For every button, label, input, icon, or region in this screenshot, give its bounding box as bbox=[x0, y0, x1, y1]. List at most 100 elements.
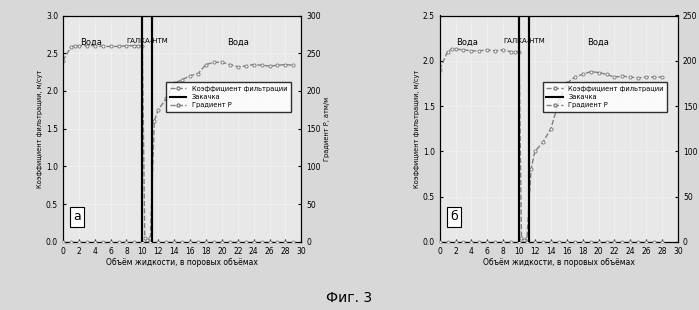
Градиент Р bbox=[210, 240, 218, 244]
Коэффициент фильтрации bbox=[610, 75, 619, 79]
Коэффициент фильтрации bbox=[66, 45, 75, 49]
Text: Вода: Вода bbox=[588, 38, 610, 47]
Коэффициент фильтрации bbox=[257, 64, 266, 67]
Градиент Р bbox=[579, 240, 587, 244]
Закачка bbox=[524, 14, 533, 17]
Y-axis label: Коэффициент фильтрации, м/сут: Коэффициент фильтрации, м/сут bbox=[37, 69, 43, 188]
Коэффициент фильтрации bbox=[82, 44, 91, 47]
Коэффициент фильтрации bbox=[162, 97, 171, 100]
Коэффициент фильтрации bbox=[475, 49, 484, 53]
Коэффициент фильтрации bbox=[531, 149, 539, 153]
Градиент Р bbox=[115, 240, 123, 244]
Градиент Р bbox=[170, 240, 178, 244]
Градиент Р bbox=[194, 240, 202, 244]
Коэффициент фильтрации bbox=[250, 63, 258, 66]
Градиент Р bbox=[273, 240, 282, 244]
Коэффициент фильтрации bbox=[99, 45, 107, 48]
Градиент Р bbox=[66, 240, 75, 244]
Градиент Р bbox=[59, 240, 67, 244]
Градиент Р bbox=[90, 240, 99, 244]
X-axis label: Объём жидкости, в поровых объёмах: Объём жидкости, в поровых объёмах bbox=[106, 259, 258, 268]
Line: Коэффициент фильтрации: Коэффициент фильтрации bbox=[438, 47, 663, 241]
Градиент Р bbox=[634, 240, 642, 244]
Градиент Р bbox=[554, 240, 563, 244]
Градиент Р bbox=[250, 240, 258, 244]
Коэффициент фильтрации bbox=[266, 64, 274, 68]
Закачка bbox=[138, 14, 147, 17]
Line: Коэффициент фильтрации: Коэффициент фильтрации bbox=[62, 44, 295, 242]
Коэффициент фильтрации bbox=[143, 238, 152, 242]
Text: Вода: Вода bbox=[226, 38, 249, 47]
Коэффициент фильтрации bbox=[507, 50, 515, 54]
Закачка bbox=[147, 14, 156, 17]
Коэффициент фильтрации bbox=[134, 44, 143, 47]
Градиент Р bbox=[266, 240, 274, 244]
Коэффициент фильтрации bbox=[443, 50, 452, 54]
Line: Закачка: Закачка bbox=[143, 16, 152, 242]
Градиент Р bbox=[443, 240, 452, 244]
Коэффициент фильтрации bbox=[210, 60, 218, 64]
Градиент Р bbox=[122, 240, 131, 244]
Градиент Р bbox=[563, 240, 571, 244]
Line: Градиент Р: Градиент Р bbox=[438, 240, 663, 243]
Градиент Р bbox=[233, 240, 242, 244]
Градиент Р bbox=[281, 240, 289, 244]
Коэффициент фильтрации bbox=[554, 100, 563, 103]
Градиент Р bbox=[507, 240, 515, 244]
Закачка bbox=[515, 14, 524, 17]
Коэффициент фильтрации bbox=[642, 75, 651, 79]
Градиент Р bbox=[202, 240, 210, 244]
Коэффициент фильтрации bbox=[130, 44, 138, 47]
Коэффициент фильтрации bbox=[194, 72, 202, 75]
Legend: Коэффициент фильтрации, Закачка, Градиент Р: Коэффициент фильтрации, Закачка, Градиен… bbox=[166, 82, 291, 112]
Градиент Р bbox=[515, 240, 524, 244]
Коэффициент фильтрации bbox=[71, 44, 79, 47]
Коэффициент фильтрации bbox=[539, 140, 547, 144]
Коэффициент фильтрации bbox=[281, 63, 289, 66]
Градиент Р bbox=[459, 240, 468, 244]
Y-axis label: Градиент Р, атм/м: Градиент Р, атм/м bbox=[324, 97, 330, 161]
Коэффициент фильтрации bbox=[483, 48, 491, 52]
Коэффициент фильтрации bbox=[626, 75, 635, 79]
Градиент Р bbox=[241, 240, 250, 244]
Градиент Р bbox=[289, 240, 298, 244]
Градиент Р bbox=[531, 240, 539, 244]
Коэффициент фильтрации bbox=[150, 119, 159, 123]
Градиент Р bbox=[475, 240, 484, 244]
Коэффициент фильтрации bbox=[563, 82, 571, 85]
Коэффициент фильтрации bbox=[658, 75, 666, 79]
Коэффициент фильтрации bbox=[202, 63, 210, 66]
Line: Градиент Р: Градиент Р bbox=[62, 240, 295, 243]
Legend: Коэффициент фильтрации, Закачка, Градиент Р: Коэффициент фильтрации, Закачка, Градиен… bbox=[543, 82, 668, 112]
Коэффициент фильтрации bbox=[241, 64, 250, 68]
Градиент Р bbox=[539, 240, 547, 244]
Коэффициент фильтрации bbox=[547, 127, 555, 131]
Коэффициент фильтрации bbox=[154, 108, 162, 112]
Коэффициент фильтрации bbox=[115, 45, 123, 48]
Коэффициент фильтрации bbox=[467, 49, 475, 53]
Градиент Р bbox=[610, 240, 619, 244]
Коэффициент фильтрации bbox=[146, 236, 154, 240]
Коэффициент фильтрации bbox=[170, 82, 178, 85]
Коэффициент фильтрации bbox=[59, 59, 67, 63]
Коэффициент фильтрации bbox=[594, 71, 603, 74]
Коэффициент фильтрации bbox=[217, 60, 226, 64]
Коэффициент фильтрации bbox=[140, 236, 149, 240]
Коэффициент фильтрации bbox=[459, 48, 468, 52]
Градиент Р bbox=[650, 240, 658, 244]
Градиент Р bbox=[483, 240, 491, 244]
Градиент Р bbox=[130, 240, 138, 244]
Text: а: а bbox=[73, 210, 81, 224]
Закачка bbox=[138, 240, 147, 244]
Градиент Р bbox=[467, 240, 475, 244]
Градиент Р bbox=[186, 240, 194, 244]
Закачка bbox=[524, 240, 533, 244]
Градиент Р bbox=[547, 240, 555, 244]
Коэффициент фильтрации bbox=[517, 236, 526, 240]
Закачка bbox=[515, 240, 524, 244]
Градиент Р bbox=[452, 240, 460, 244]
Градиент Р bbox=[178, 240, 187, 244]
Коэффициент фильтрации bbox=[527, 167, 535, 171]
Коэффициент фильтрации bbox=[186, 74, 194, 78]
Text: ГАЛКА-НТМ: ГАЛКА-НТМ bbox=[503, 38, 545, 44]
